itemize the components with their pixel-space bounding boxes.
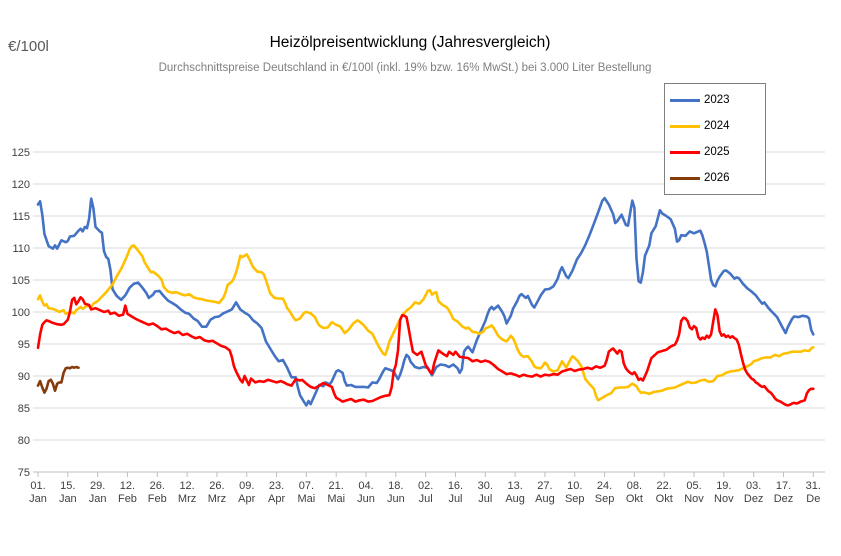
- y-tick-label: 110: [12, 243, 30, 255]
- x-tick-label: 27. Aug: [535, 480, 555, 505]
- legend-item-2025: 2025: [665, 146, 765, 158]
- y-tick-label: 95: [18, 339, 30, 351]
- legend-label: 2023: [704, 94, 730, 106]
- legend-label: 2024: [704, 120, 730, 132]
- x-tick-label: 12. Mrz: [178, 480, 196, 505]
- x-tick-label: 04. Jun: [357, 480, 375, 505]
- y-tick-label: 75: [18, 467, 30, 479]
- x-tick-label: 15. Jan: [59, 480, 77, 505]
- legend: 2023 2024 2025 2026: [664, 83, 766, 195]
- y-tick-label: 125: [12, 147, 30, 159]
- series-line-2024: [36, 244, 815, 402]
- x-tick-label: 24. Sep: [595, 480, 615, 505]
- x-tick-label: 05. Nov: [684, 480, 704, 505]
- x-tick-label: 10. Sep: [565, 480, 585, 505]
- x-tick-label: 29. Jan: [89, 480, 107, 505]
- x-tick-label: 12. Feb: [118, 480, 137, 505]
- x-tick-label: 26. Feb: [148, 480, 167, 505]
- series-2025-line-swatch: [670, 150, 700, 154]
- x-tick-label: 21. Mai: [327, 480, 345, 505]
- x-tick-label: 31. De: [806, 480, 821, 505]
- y-tick-label: 115: [12, 211, 30, 223]
- y-tick-label: 120: [12, 179, 30, 191]
- y-tick-label: 85: [18, 403, 30, 415]
- legend-item-2024: 2024: [665, 120, 765, 132]
- x-tick-label: 22. Okt: [656, 480, 673, 505]
- x-tick-label: 16. Jul: [448, 480, 463, 505]
- x-tick-label: 07. Mai: [298, 480, 316, 505]
- y-axis-unit-label: €/100l: [8, 38, 49, 55]
- legend-item-2026: 2026: [665, 172, 765, 184]
- x-tick-label: 09. Apr: [238, 480, 255, 505]
- y-tick-label: 100: [12, 307, 30, 319]
- series-line-2025: [36, 295, 815, 407]
- chart-subtitle: Durchschnittspreise Deutschland in €/100…: [158, 62, 652, 74]
- y-tick-label: 90: [18, 371, 30, 383]
- series-2024-line-swatch: [670, 124, 700, 128]
- x-tick-label: 17. Dez: [774, 480, 794, 505]
- x-tick-label: 26. Mrz: [208, 480, 226, 505]
- x-tick-label: 23. Apr: [268, 480, 285, 505]
- chart-title: Heizölpreisentwicklung (Jahresvergleich): [269, 34, 551, 51]
- y-axis: 75 80 85 90 95 100 105 110 115 120 125: [12, 147, 825, 479]
- y-tick-label: 80: [18, 435, 30, 447]
- x-tick-label: 03. Dez: [744, 480, 764, 505]
- y-tick-label: 105: [12, 275, 30, 287]
- series-line-2023: [36, 196, 815, 407]
- series-line-2026: [36, 365, 80, 394]
- x-tick-label: 13. Aug: [505, 480, 525, 505]
- x-axis-tick-labels: 01. Jan 15. Jan 29. Jan 12. Feb 26. Feb 12. Mrz 26. M…: [29, 472, 821, 505]
- legend-label: 2025: [704, 146, 730, 158]
- x-tick-label: 08. Okt: [626, 480, 643, 505]
- x-tick-label: 30. Jul: [478, 480, 493, 505]
- x-tick-label: 18. Jun: [387, 480, 405, 505]
- x-tick-label: 02. Jul: [418, 480, 433, 505]
- legend-item-2023: 2023: [665, 94, 765, 106]
- series-2026-line-swatch: [670, 176, 700, 180]
- legend-label: 2026: [704, 172, 730, 184]
- series-2023-line-swatch: [670, 98, 700, 102]
- x-tick-label: 01. Jan: [29, 480, 47, 505]
- x-tick-label: 19. Nov: [714, 480, 734, 505]
